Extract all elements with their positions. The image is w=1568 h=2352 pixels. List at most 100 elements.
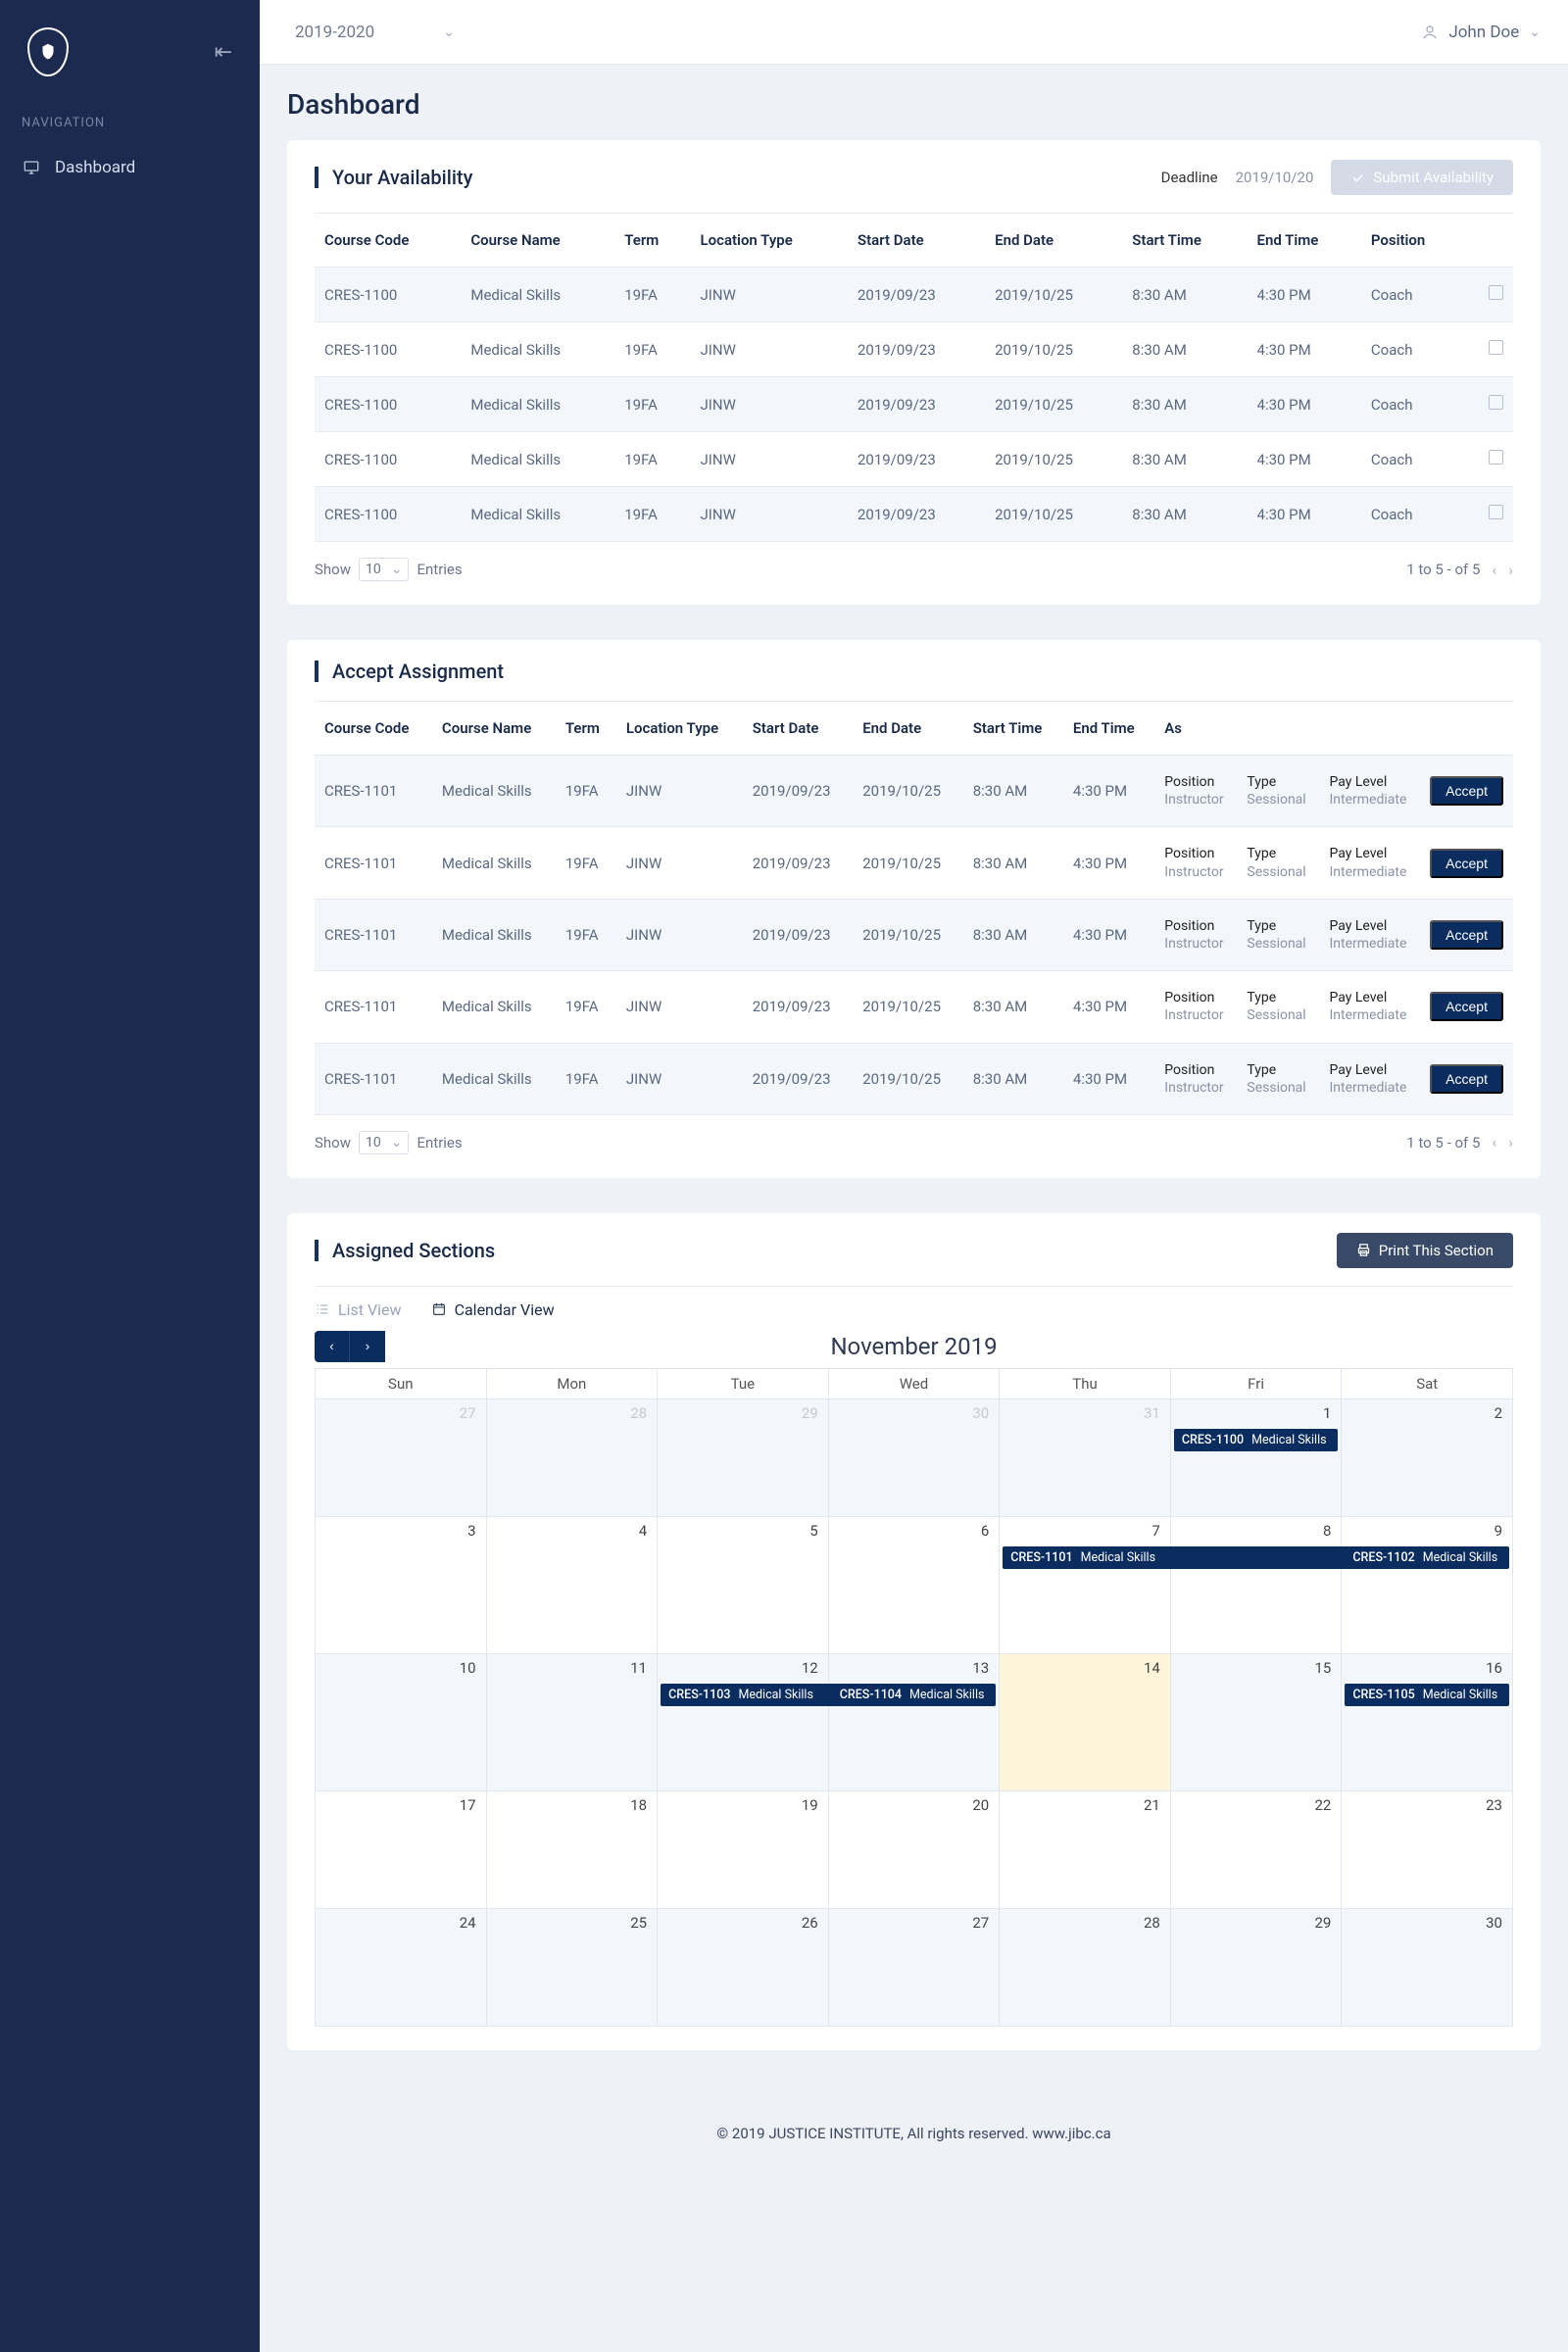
printer-icon <box>1356 1243 1371 1257</box>
calendar-cell[interactable]: 24 <box>316 1908 487 2026</box>
calendar-cell[interactable]: 23 <box>1342 1790 1513 1908</box>
as-type: TypeSessional <box>1247 989 1305 1024</box>
dow-header: Thu <box>1000 1368 1171 1398</box>
calendar-cell[interactable]: 8 <box>1170 1516 1342 1653</box>
row-checkbox[interactable] <box>1489 450 1503 465</box>
calendar-icon <box>431 1301 447 1317</box>
calendar-cell[interactable]: 29 <box>658 1398 829 1516</box>
tab-list-view[interactable]: List View <box>315 1300 402 1319</box>
accept-button[interactable]: Accept <box>1430 992 1503 1021</box>
dow-header: Mon <box>486 1368 658 1398</box>
sidebar-item-dashboard[interactable]: Dashboard <box>0 146 260 189</box>
calendar-cell[interactable]: 30 <box>828 1398 1000 1516</box>
col-header: End Time <box>1248 214 1361 268</box>
accent-bar <box>315 661 318 682</box>
submit-availability-button[interactable]: Submit Availability <box>1331 160 1513 195</box>
accept-button[interactable]: Accept <box>1430 1064 1503 1094</box>
calendar-cell[interactable]: 16CRES-1105Medical Skills <box>1342 1653 1513 1790</box>
calendar-cell[interactable]: 11 <box>486 1653 658 1790</box>
row-checkbox[interactable] <box>1489 285 1503 300</box>
chevron-down-icon: ⌄ <box>1529 24 1541 40</box>
accept-button[interactable]: Accept <box>1430 849 1503 878</box>
as-position: PositionInstructor <box>1164 917 1223 953</box>
calendar-cell[interactable]: 21 <box>1000 1790 1171 1908</box>
page-prev-icon[interactable]: ‹ <box>1492 561 1496 579</box>
row-checkbox[interactable] <box>1489 395 1503 410</box>
accent-bar <box>315 167 318 188</box>
assignment-title: Accept Assignment <box>332 660 504 683</box>
calendar-event[interactable]: CRES-1104Medical Skills <box>832 1684 997 1706</box>
col-header: Location Type <box>616 702 743 756</box>
calendar-row: 101112CRES-1103Medical Skills13CRES-1104… <box>316 1653 1513 1790</box>
entries-label: Entries <box>416 561 462 578</box>
calendar-cell[interactable]: 13CRES-1104Medical Skills <box>828 1653 1000 1790</box>
user-name: John Doe <box>1448 23 1519 42</box>
calendar-cell[interactable]: 28 <box>486 1398 658 1516</box>
calendar-cell[interactable]: 2 <box>1342 1398 1513 1516</box>
cal-next-button[interactable]: › <box>350 1331 385 1362</box>
calendar-cell[interactable]: 6 <box>828 1516 1000 1653</box>
as-position: PositionInstructor <box>1164 989 1223 1024</box>
row-checkbox[interactable] <box>1489 505 1503 519</box>
calendar-cell[interactable]: 12CRES-1103Medical Skills <box>658 1653 829 1790</box>
calendar-cell[interactable]: 27 <box>316 1398 487 1516</box>
tab-calendar-view[interactable]: Calendar View <box>431 1300 555 1319</box>
calendar-cell[interactable]: 3 <box>316 1516 487 1653</box>
deadline-label: Deadline <box>1161 169 1218 186</box>
calendar-cell[interactable]: 31 <box>1000 1398 1171 1516</box>
footer: © 2019 JUSTICE INSTITUTE, All rights res… <box>287 2085 1541 2181</box>
calendar-row: 34567CRES-1101Medical Skills89CRES-1102M… <box>316 1516 1513 1653</box>
calendar-cell[interactable]: 17 <box>316 1790 487 1908</box>
monitor-icon <box>22 159 41 176</box>
sidebar: ⇤ NAVIGATION Dashboard <box>0 0 260 2352</box>
deadline-date: 2019/10/20 <box>1236 169 1314 186</box>
chevron-down-icon: ⌄ <box>443 24 455 40</box>
calendar-cell[interactable]: 25 <box>486 1908 658 2026</box>
calendar-cell[interactable]: 27 <box>828 1908 1000 2026</box>
calendar-cell[interactable]: 7CRES-1101Medical Skills <box>1000 1516 1171 1653</box>
as-paylevel: Pay LevelIntermediate <box>1329 773 1406 808</box>
calendar-event[interactable]: CRES-1102Medical Skills <box>1345 1546 1509 1569</box>
col-header: End Date <box>853 702 963 756</box>
calendar-cell[interactable]: 18 <box>486 1790 658 1908</box>
entries-select[interactable]: 10 ⌄ <box>359 558 409 581</box>
page-prev-icon[interactable]: ‹ <box>1492 1133 1496 1152</box>
col-header: Term <box>556 702 616 756</box>
user-icon <box>1421 24 1439 41</box>
calendar-cell[interactable]: 30 <box>1342 1908 1513 2026</box>
calendar-cell[interactable]: 10 <box>316 1653 487 1790</box>
print-section-button[interactable]: Print This Section <box>1337 1233 1513 1268</box>
topbar: 2019-2020 ⌄ John Doe ⌄ <box>260 0 1568 65</box>
sidebar-toggle-icon[interactable]: ⇤ <box>215 40 232 65</box>
calendar-cell[interactable]: 22 <box>1170 1790 1342 1908</box>
calendar-cell[interactable]: 5 <box>658 1516 829 1653</box>
as-position: PositionInstructor <box>1164 1061 1223 1097</box>
calendar-cell[interactable]: 29 <box>1170 1908 1342 2026</box>
calendar-cell[interactable]: 14 <box>1000 1653 1171 1790</box>
entries-select[interactable]: 10 ⌄ <box>359 1131 409 1154</box>
calendar-cell[interactable]: 20 <box>828 1790 1000 1908</box>
dow-header: Tue <box>658 1368 829 1398</box>
calendar-event[interactable]: CRES-1105Medical Skills <box>1345 1684 1509 1706</box>
calendar-cell[interactable]: 4 <box>486 1516 658 1653</box>
as-position: PositionInstructor <box>1164 845 1223 880</box>
calendar-row: 17181920212223 <box>316 1790 1513 1908</box>
year-select[interactable]: 2019-2020 ⌄ <box>287 17 463 48</box>
user-menu[interactable]: John Doe ⌄ <box>1421 23 1541 42</box>
calendar-cell[interactable]: 1CRES-1100Medical Skills <box>1170 1398 1342 1516</box>
calendar-event[interactable]: CRES-1100Medical Skills <box>1174 1429 1339 1451</box>
calendar-cell[interactable]: 19 <box>658 1790 829 1908</box>
calendar-cell[interactable]: 9CRES-1102Medical Skills <box>1342 1516 1513 1653</box>
page-next-icon[interactable]: › <box>1508 561 1513 579</box>
calendar-cell[interactable]: 15 <box>1170 1653 1342 1790</box>
cal-prev-button[interactable]: ‹ <box>315 1331 350 1362</box>
entries-label: Entries <box>416 1134 462 1152</box>
page-next-icon[interactable]: › <box>1508 1133 1513 1152</box>
calendar-cell[interactable]: 26 <box>658 1908 829 2026</box>
accept-button[interactable]: Accept <box>1430 776 1503 806</box>
calendar-cell[interactable]: 28 <box>1000 1908 1171 2026</box>
col-header: As <box>1154 702 1513 756</box>
accept-button[interactable]: Accept <box>1430 920 1503 950</box>
availability-card: Your Availability Deadline 2019/10/20 Su… <box>287 140 1541 605</box>
row-checkbox[interactable] <box>1489 340 1503 355</box>
